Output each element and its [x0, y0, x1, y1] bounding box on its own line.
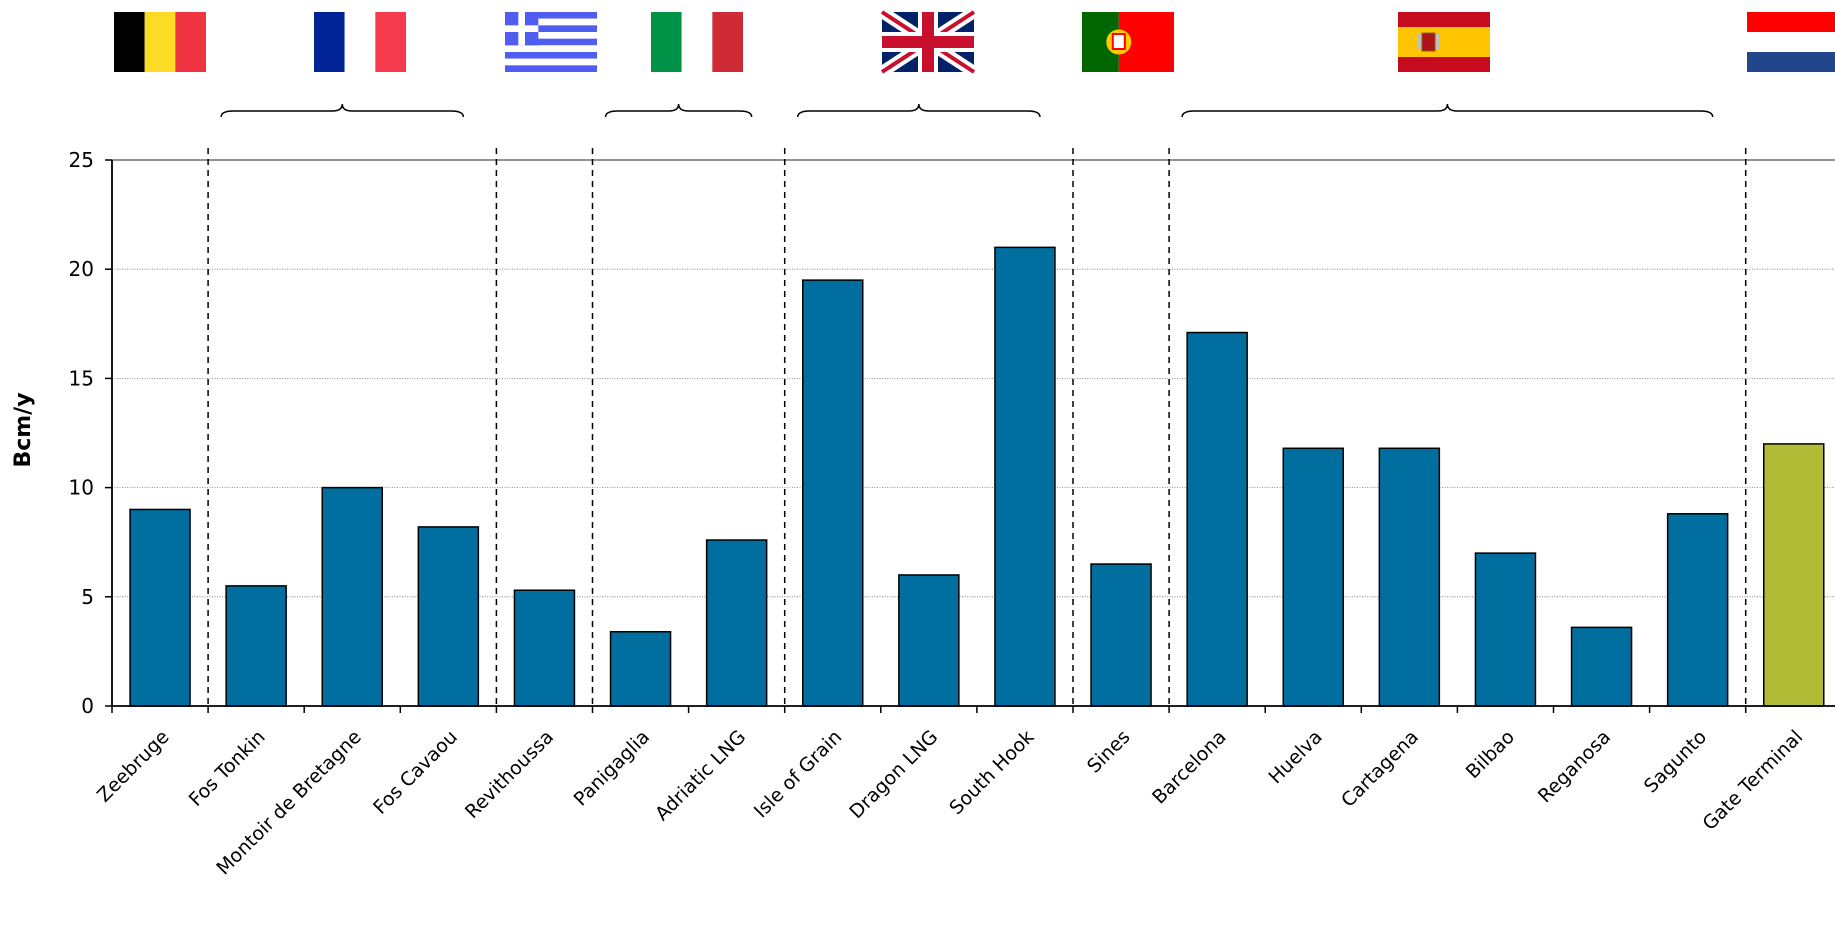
spain-flag-icon [1398, 12, 1490, 72]
y-tick-label: 20 [69, 257, 94, 281]
country-brace [797, 103, 1041, 118]
bar-zeebruge [129, 508, 191, 707]
greece-flag-icon [505, 12, 597, 72]
category-label: Sines [1083, 726, 1135, 778]
y-tick-label: 25 [69, 148, 94, 172]
category-label: Huelva [1264, 726, 1326, 788]
bar-reganosa [1570, 626, 1633, 707]
category-label: Fos Tonkin [185, 726, 270, 811]
category-label: Bilbao [1462, 726, 1519, 783]
category-label: Barcelona [1148, 726, 1231, 809]
category-label: Sagunto [1640, 726, 1711, 797]
bar-south-hook [994, 246, 1056, 707]
country-separators [207, 148, 1747, 706]
category-label: Cartagena [1337, 726, 1423, 812]
y-tick-label: 10 [69, 476, 94, 500]
country-braces [220, 103, 1714, 118]
y-tick-label: 15 [69, 366, 94, 390]
category-label: Fos Cavaou [369, 726, 462, 819]
bars [129, 246, 1825, 707]
y-axis-label: Bcm/y [11, 392, 36, 467]
italy-flag-icon [651, 12, 743, 72]
category-label: Isle of Grain [750, 726, 846, 822]
portugal-flag-icon [1082, 12, 1174, 72]
france-flag-icon [314, 12, 406, 72]
y-tick-label: 5 [81, 585, 94, 609]
bar-cartagena [1378, 447, 1441, 707]
gridlines [112, 159, 1835, 598]
bar-sagunto [1666, 513, 1729, 707]
category-label: Adriatic LNG [651, 726, 750, 825]
uk-flag-icon [878, 6, 978, 78]
bar-barcelona [1186, 331, 1248, 707]
bar-gate-terminal [1763, 443, 1825, 707]
category-label: Zeebruge [93, 726, 174, 807]
bar-isle-of-grain [802, 279, 864, 707]
axes [105, 159, 1835, 713]
bar-revithoussa [513, 589, 576, 707]
country-brace [604, 103, 753, 118]
country-flags [114, 6, 1835, 78]
category-label: Dragon LNG [845, 726, 942, 823]
category-label: Reganosa [1534, 726, 1615, 807]
bar-adriatic-lng [705, 539, 768, 707]
netherlands-flag-icon [1747, 12, 1835, 72]
country-brace [1181, 103, 1714, 118]
bar-montoir-de-bretagne [321, 486, 383, 707]
country-brace [220, 103, 465, 118]
bar-sines [1090, 563, 1152, 707]
y-tick-labels: 0 5 10 15 20 25 [69, 148, 94, 718]
category-label: Panigaglia [570, 726, 655, 811]
bar-bilbao [1474, 552, 1537, 707]
bar-fos-tonkin [225, 585, 287, 707]
bar-huelva [1282, 447, 1344, 707]
bar-panigaglia [609, 630, 672, 707]
category-label: Revithoussa [461, 726, 558, 823]
bar-dragon-lng [898, 574, 960, 707]
category-label: Gate Terminal [1699, 726, 1808, 835]
bar-fos-cavaou [417, 526, 480, 707]
category-label: South Hook [945, 726, 1038, 819]
y-tick-label: 0 [81, 694, 94, 718]
belgium-flag-icon [114, 12, 206, 72]
